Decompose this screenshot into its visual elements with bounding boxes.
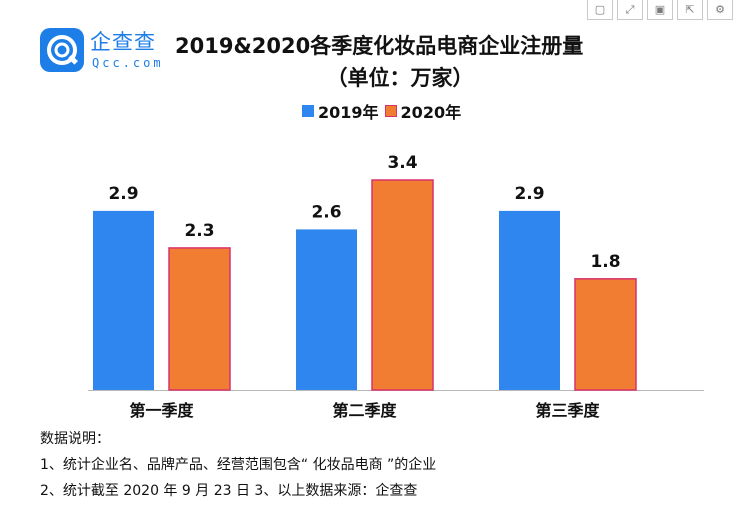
data-label-2020-q3: 1.8 bbox=[590, 252, 620, 272]
data-label-2019-q3: 2.9 bbox=[514, 184, 544, 204]
legend-swatch-2020 bbox=[384, 105, 397, 117]
category-label-q2: 第二季度 bbox=[332, 401, 397, 420]
logo-sub: Qcc.com bbox=[92, 56, 164, 70]
legend-label-2019: 2019年 bbox=[318, 103, 379, 122]
qcc-logo: 企查查 Qcc.com bbox=[40, 26, 176, 76]
data-label-2020-q2: 3.4 bbox=[387, 153, 417, 173]
data-label-2019-q2: 2.6 bbox=[311, 202, 341, 222]
chart-title: 2019&2020各季度化妆品电商企业注册量 bbox=[175, 34, 584, 58]
legend-swatch-2019 bbox=[302, 105, 314, 117]
category-label-q3: 第三季度 bbox=[535, 401, 600, 420]
data-label-2019-q1: 2.9 bbox=[108, 184, 138, 204]
bar-2020-q3[interactable] bbox=[574, 278, 637, 391]
notes-line-1: 1、统计企业名、品牌产品、经营范围包含“ 化妆品电商 ”的企业 bbox=[40, 457, 437, 473]
bar-2019-q2[interactable] bbox=[296, 229, 357, 390]
bar-2019-q3[interactable] bbox=[499, 210, 560, 390]
bar-2019-q1[interactable] bbox=[93, 210, 154, 390]
chart-toolbar: ▢ ⤢ ▣ ⇱ ⚙ bbox=[587, 0, 733, 20]
bar-chart: 2.9 2.3 第一季度 2.6 3.4 第二季度 2.9 1.8 第三季度 bbox=[88, 153, 704, 420]
legend-item-2020[interactable]: 2020年 bbox=[384, 99, 462, 123]
bar-2020-q1[interactable] bbox=[168, 247, 231, 391]
chart-legend: 2019年 2020年 bbox=[302, 99, 467, 123]
settings-icon[interactable]: ⚙ bbox=[707, 0, 733, 20]
logo-name: 企查查 bbox=[90, 30, 156, 54]
fullscreen-icon[interactable]: ⤢ bbox=[617, 0, 643, 20]
bar-2020-q2[interactable] bbox=[371, 179, 434, 391]
data-label-2020-q1: 2.3 bbox=[184, 221, 214, 241]
data-notes: 数据说明： 1、统计企业名、品牌产品、经营范围包含“ 化妆品电商 ”的企业 2、… bbox=[40, 426, 436, 504]
copy-icon[interactable]: ▢ bbox=[587, 0, 613, 20]
category-label-q1: 第一季度 bbox=[129, 401, 194, 420]
save-icon[interactable]: ▣ bbox=[647, 0, 673, 20]
notes-heading: 数据说明： bbox=[40, 431, 110, 447]
share-icon[interactable]: ⇱ bbox=[677, 0, 703, 20]
legend-item-2019[interactable]: 2019年 bbox=[302, 99, 379, 123]
chart-subtitle: （单位：万家） bbox=[326, 66, 474, 90]
qcc-logo-icon bbox=[40, 28, 84, 72]
legend-label-2020: 2020年 bbox=[400, 103, 462, 122]
notes-line-2: 2、统计截至 2020 年 9 月 23 日 3、以上数据来源：企查查 bbox=[40, 483, 418, 499]
